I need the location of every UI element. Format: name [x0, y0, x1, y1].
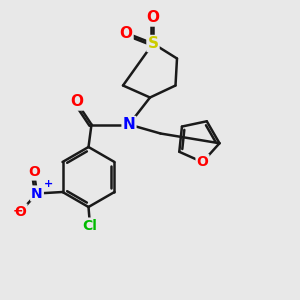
- Text: +: +: [44, 179, 53, 189]
- Text: N: N: [31, 187, 43, 200]
- Text: −: −: [13, 205, 23, 218]
- Text: O: O: [196, 155, 208, 169]
- Text: O: O: [146, 11, 160, 26]
- Text: S: S: [148, 36, 158, 51]
- Text: O: O: [119, 26, 133, 40]
- Text: O: O: [28, 166, 40, 179]
- Text: O: O: [70, 94, 83, 110]
- Text: Cl: Cl: [82, 219, 98, 232]
- Text: O: O: [15, 205, 26, 218]
- Text: N: N: [123, 117, 135, 132]
